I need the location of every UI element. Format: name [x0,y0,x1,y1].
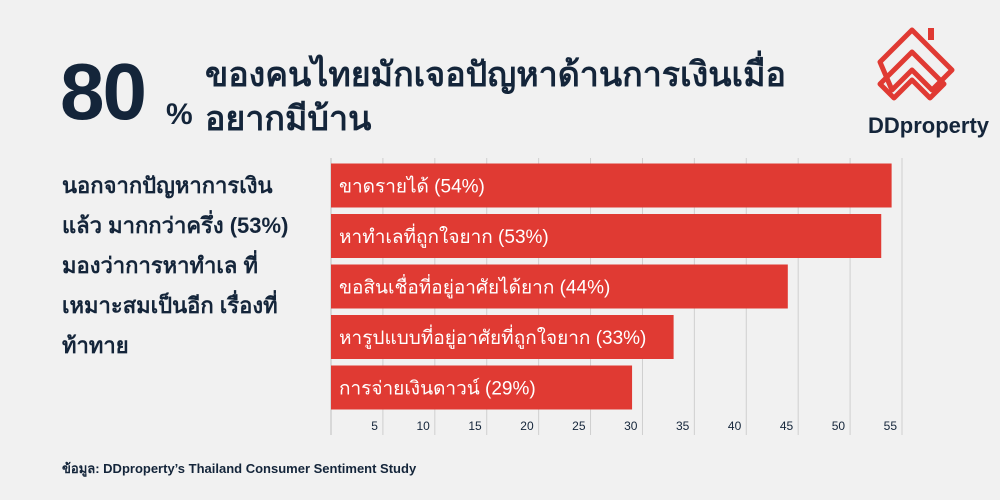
x-tick-label: 15 [468,419,482,433]
bar [331,264,788,309]
x-tick-label: 35 [676,419,690,433]
bar [331,315,674,359]
headline-percent: % [166,98,193,131]
side-text: นอกจากปัญหาการเงิน แล้ว มากกว่าครึ่ง (53… [62,173,289,358]
bar-label: ขอสินเชื่อที่อยู่อาศัยได้ยาก (44%) [339,274,610,299]
brand-name: DDproperty [868,113,990,138]
x-tick-label: 10 [416,419,430,433]
ddproperty-logo-icon [877,27,955,101]
bar [331,214,882,258]
bar-label: ขาดรายได้ (54%) [339,176,485,198]
x-tick-label: 25 [572,419,586,433]
bar-label: หาทำเลที่ถูกใจยาก (53%) [339,223,549,248]
headline-line-2: อยากมีบ้าน [205,100,372,138]
bar-label: การจ่ายเงินดาวน์ (29%) [339,378,536,400]
x-tick-label: 20 [520,419,534,433]
x-tick-label: 50 [832,419,846,433]
bar-label: หารูปแบบที่อยู่อาศัยที่ถูกใจยาก (33%) [339,324,646,349]
x-tick-label: 40 [728,419,742,433]
x-tick-label: 5 [371,419,378,433]
bar [331,365,633,410]
headline-line-1: ของคนไทยมักเจอปัญหาด้านการเงินเมื่อ [205,56,786,94]
bar [331,163,892,208]
source-note: ข้อมูล: DDproperty’s Thailand Consumer S… [62,461,417,476]
headline-number: 80 [60,47,147,136]
x-tick-label: 45 [780,419,794,433]
x-tick-label: 30 [624,419,638,433]
x-tick-label: 55 [884,419,898,433]
